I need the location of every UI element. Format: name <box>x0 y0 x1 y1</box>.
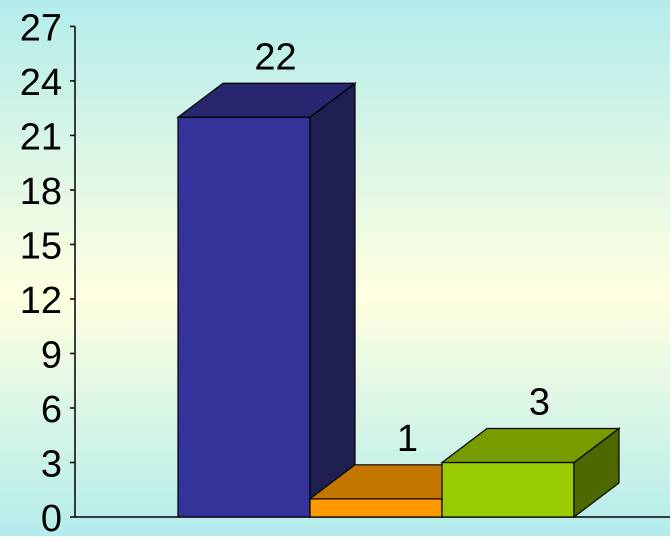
y-tick-label: 0 <box>41 498 62 536</box>
bar-front <box>177 116 311 518</box>
y-tick-label: 6 <box>41 389 62 431</box>
bar-value-label: 1 <box>397 418 418 460</box>
y-tick-label: 12 <box>20 280 62 322</box>
y-tick-label: 21 <box>20 116 62 158</box>
y-tick-label: 9 <box>41 334 62 376</box>
bar-value-label: 22 <box>254 36 296 78</box>
y-tick-label: 24 <box>20 62 62 104</box>
axes: 0 3 6 9 12 15 18 21 24 27 <box>20 7 670 540</box>
y-tick-label: 15 <box>20 225 62 267</box>
bar-value-label: 3 <box>529 381 550 423</box>
bar <box>440 427 621 519</box>
y-tick-label: 18 <box>20 171 62 213</box>
bar <box>176 82 357 519</box>
y-tick-label: 27 <box>20 7 62 49</box>
bars <box>176 82 621 519</box>
y-tick-label: 3 <box>41 443 62 485</box>
data-labels: 22 1 3 <box>254 36 550 460</box>
bar-top <box>440 427 621 464</box>
bar-front <box>441 461 575 518</box>
bar-side <box>309 82 356 519</box>
bar-front <box>309 498 443 518</box>
bar-top <box>176 82 357 118</box>
